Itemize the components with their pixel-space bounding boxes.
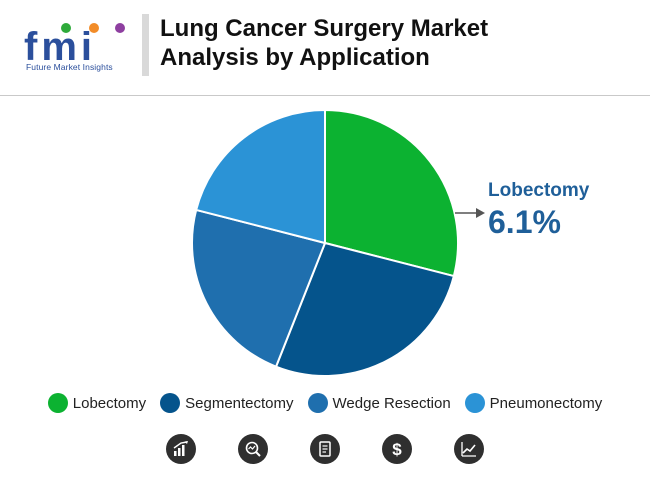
dollar-icon: $ [382,434,412,464]
legend-item: Segmentectomy [160,393,294,413]
icon-row: $ [0,434,650,470]
legend: Lobectomy Segmentectomy Wedge Resection Pne… [0,390,650,416]
fmi-logo-mark: fmi [24,23,125,62]
svg-text:$: $ [392,440,402,458]
legend-item: Lobectomy [47,393,147,413]
fmi-logo: fmi Future Market Insights [24,14,134,78]
legend-item: Wedge Resection [307,393,451,413]
trend-chart-icon [454,434,484,464]
pie-slice-wedge-resection [191,208,327,368]
legend-label: Segmentectomy [185,394,294,412]
logo-tagline: Future Market Insights [26,62,113,72]
legend-label: Pneumonectomy [489,394,603,412]
pie-slice-pneumonectomy [194,108,326,245]
callout-arrow [455,208,485,218]
pie-chart-svg [191,108,485,377]
header-rule [0,95,650,96]
legend-swatch [307,393,328,413]
document-report-icon [310,434,340,464]
page-title: Lung Cancer Surgery Market Analysis by A… [160,14,630,72]
title-line-1: Lung Cancer Surgery Market [160,15,489,42]
pie-chart: Lobectomy 6.1% [0,96,650,386]
header-divider [142,14,149,76]
header: fmi Future Market Insights Lung Cancer S… [0,0,650,96]
growth-bars-icon [166,434,196,464]
analysis-magnifier-icon [238,434,268,464]
legend-swatch [464,393,485,413]
callout-label: Lobectomy [488,180,590,201]
callout-value: 6.1% [488,204,561,240]
pie-slice-lobectomy [324,108,459,278]
legend-swatch [160,393,181,413]
fmi-logo-letters: fmi [24,25,96,62]
legend-label: Lobectomy [72,394,147,412]
legend-swatch [47,393,68,413]
title-line-2: Analysis by Application [160,44,430,71]
pie-slice-segmentectomy [274,241,456,377]
legend-item: Pneumonectomy [464,393,603,413]
legend-label: Wedge Resection [332,394,451,412]
